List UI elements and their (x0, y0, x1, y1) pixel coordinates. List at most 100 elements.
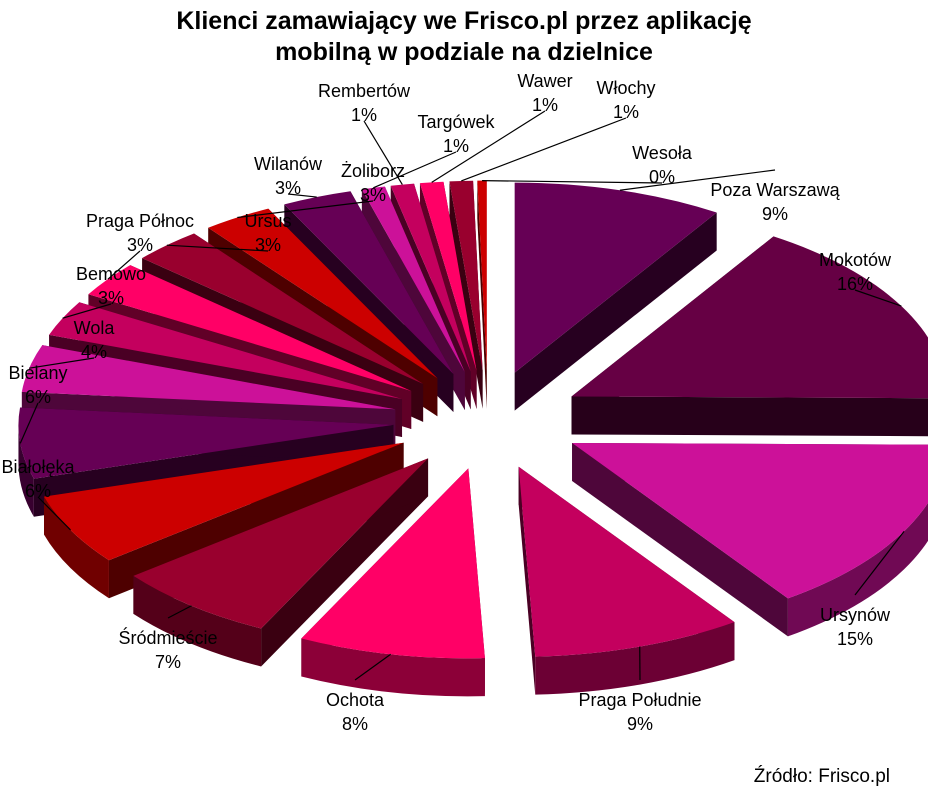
leader-line (287, 193, 317, 198)
pie-slice-top (142, 233, 424, 384)
pie-slice-wall (514, 212, 717, 411)
pie-slice-wall (518, 466, 536, 695)
source-note: Źródło: Frisco.pl (753, 766, 890, 787)
slice-label: Wesoła (632, 143, 693, 163)
slice-value-label: 3% (275, 178, 301, 198)
pie-slice-top (518, 466, 735, 657)
leader-line (19, 402, 39, 444)
pie-slice-top (18, 407, 394, 479)
chart-title: Klienci zamawiający we Frisco.pl przez a… (0, 6, 928, 68)
slice-value-label: 3% (255, 235, 281, 255)
pie-slice (572, 442, 928, 637)
slice-value-label: 0% (649, 167, 675, 187)
leader-line (29, 357, 95, 369)
pie-slice-top (449, 180, 483, 371)
slice-label: Mokotów (819, 250, 892, 270)
slice-label: Ursynów (820, 605, 891, 625)
slice-label: Wawer (517, 71, 572, 91)
leader-line (854, 289, 902, 307)
pie-slice-top (284, 191, 454, 374)
leader-line (166, 244, 269, 252)
slice-label: Śródmieście (118, 627, 217, 648)
slice-label: Wola (74, 318, 116, 338)
pie-slice-wall (449, 181, 483, 409)
pie-slice (477, 180, 487, 409)
leader-line (461, 117, 627, 182)
pie-slice-top (301, 468, 485, 659)
slice-label: Wilanów (254, 154, 323, 174)
slice-value-label: 9% (762, 204, 788, 224)
pie-slice-top (361, 186, 465, 373)
leader-line (62, 303, 112, 319)
slice-value-label: 4% (81, 342, 107, 362)
leader-line (619, 169, 776, 191)
leader-line (373, 151, 457, 189)
leader-line (37, 496, 71, 531)
leader-line (482, 180, 663, 184)
slice-label: Praga Północ (86, 211, 194, 231)
slice-value-label: 1% (613, 102, 639, 122)
pie-slice (518, 466, 735, 695)
pie-labels: Poza Warszawą 9% Mokotów 16% Ursynów 15% Praga… (1, 71, 905, 734)
pie-slice-top (49, 302, 403, 399)
slice-label: Ochota (326, 690, 385, 710)
slice-label: Ursus (244, 211, 291, 231)
slice-value-label: 1% (443, 136, 469, 156)
pie-slice-rim (787, 502, 928, 637)
slice-value-label: 9% (627, 714, 653, 734)
slice-value-label: 1% (351, 105, 377, 125)
slice-label: Targówek (417, 112, 495, 132)
slice-value-label: 8% (342, 714, 368, 734)
pie-slice-wall (572, 442, 788, 637)
pie-slice-top (21, 345, 396, 410)
slice-label: Bemowo (76, 264, 146, 284)
slice-label: Praga Południe (578, 690, 701, 710)
leader-line (167, 605, 192, 619)
slice-value-label: 3% (360, 185, 386, 205)
slice-label: Włochy (596, 78, 655, 98)
pie-slice-top (44, 442, 404, 561)
slice-value-label: 15% (837, 629, 873, 649)
pie-slice-rim (44, 496, 109, 599)
pie-slice-top (514, 182, 717, 373)
slice-value-label: 16% (837, 274, 873, 294)
slice-value-label: 6% (25, 387, 51, 407)
leader-line (431, 110, 546, 183)
slice-label: Żoliborz (341, 161, 405, 181)
pie-slice-wall (571, 396, 928, 437)
slice-label: Bielany (8, 363, 67, 383)
chart-title-line-1: Klienci zamawiający we Frisco.pl przez a… (176, 7, 752, 35)
slice-label: Rembertów (318, 81, 411, 101)
pie-slice (133, 458, 429, 667)
slice-label: Białołęka (1, 457, 75, 477)
pie-slice (514, 182, 717, 411)
pie-slice-top (88, 265, 412, 391)
pie-slice-rim (535, 622, 735, 695)
slice-value-label: 1% (532, 95, 558, 115)
slice-value-label: 6% (25, 481, 51, 501)
leader-line (107, 250, 141, 280)
pie-slice-top (390, 183, 471, 372)
pie-slice-rim (301, 638, 485, 697)
slice-value-label: 3% (127, 235, 153, 255)
pie-slice-top (571, 236, 928, 399)
leader-line (237, 200, 374, 219)
pie-slice (449, 180, 483, 409)
slice-label: Poza Warszawą (710, 180, 840, 200)
pie-slice-top (133, 458, 429, 629)
pie-slices (18, 180, 928, 697)
pie-slice-rim (133, 575, 262, 667)
pie-slice-rim (18, 424, 34, 517)
leader-line (854, 530, 905, 596)
pie-slice (571, 236, 928, 437)
pie-slice-top (419, 181, 477, 371)
pie-slice-top (477, 180, 487, 371)
slice-value-label: 3% (98, 288, 124, 308)
chart-title-line-2: mobilną w podziale na dzielnice (275, 38, 653, 66)
pie-slice-top (572, 442, 928, 599)
pie-slice-wall (477, 180, 487, 409)
leader-line (363, 120, 403, 185)
pie-slice (301, 468, 485, 697)
leader-line (354, 653, 392, 681)
